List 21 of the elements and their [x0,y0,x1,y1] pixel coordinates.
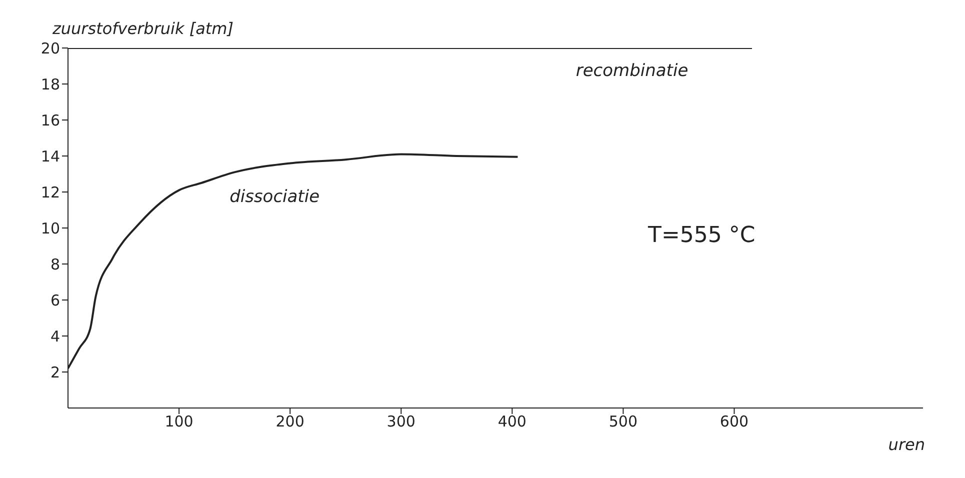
x-tick-label: 500 [608,412,638,431]
y-tick-label: 4 [50,327,60,346]
series-label: dissociatie [230,187,320,208]
y-axis-title: zuurstofverbruik [atm] [52,19,234,38]
y-tick-label: 8 [50,255,60,274]
series-label: recombinatie [576,61,688,81]
y-tick-label: 18 [40,75,60,94]
y-tick-label: 20 [40,39,60,58]
y-tick-label: 16 [40,111,60,130]
x-axis-title: uren [888,435,925,454]
y-tick-label: 10 [40,219,60,238]
y-tick-label: 12 [40,183,60,202]
y-tick-label: 2 [50,363,60,382]
x-tick-label: 200 [276,412,304,431]
annotation: T=555 °C [648,223,756,248]
x-tick-label: 600 [720,412,749,431]
y-tick-label: 6 [50,291,60,310]
y-tick-label: 14 [40,147,60,166]
x-tick-label: 400 [498,412,526,431]
x-tick-label: 100 [164,412,194,431]
x-tick-label: 300 [386,412,416,431]
